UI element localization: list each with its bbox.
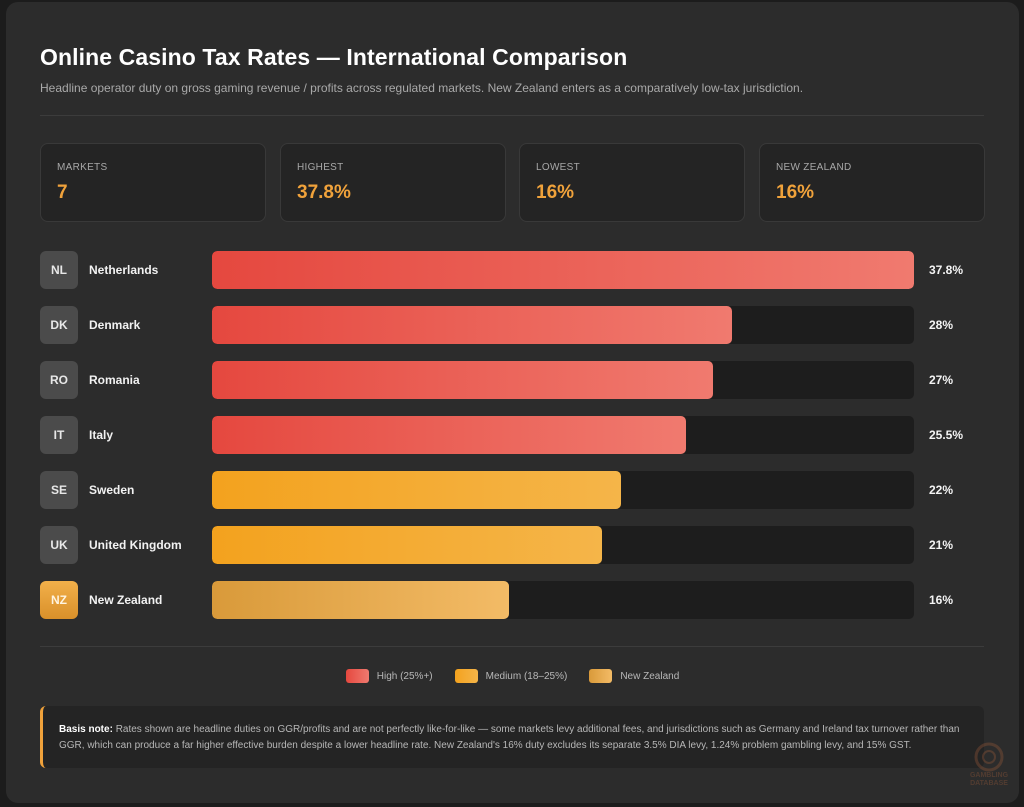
country-code-badge: RO <box>40 361 78 399</box>
bar <box>212 416 686 454</box>
bar <box>212 306 732 344</box>
stat-label: NEW ZEALAND <box>776 162 852 173</box>
bar-row: NZ New Zealand 16% <box>40 581 990 619</box>
stat-lowest: LOWEST 16% <box>519 143 745 222</box>
bar-row: IT Italy 25.5% <box>40 416 990 454</box>
basis-note-text: Rates shown are headline duties on GGR/p… <box>59 724 960 751</box>
legend-label-high: High (25%+) <box>376 670 433 682</box>
legend-divider <box>40 646 984 647</box>
country-code-badge: SE <box>40 471 78 509</box>
legend-swatch-medium <box>454 669 478 683</box>
stat-markets: MARKETS 7 <box>40 143 266 222</box>
bar <box>212 581 509 619</box>
watermark-logo: GAMBLING DATABASE <box>952 742 1024 806</box>
bar-row: SE Sweden 22% <box>40 471 990 509</box>
country-label: Sweden <box>89 483 135 497</box>
bar <box>212 526 602 564</box>
country-code-badge: NL <box>40 251 78 289</box>
bar-track <box>212 416 914 454</box>
bar-row: RO Romania 27% <box>40 361 990 399</box>
country-code-badge: UK <box>40 526 78 564</box>
bar <box>212 361 713 399</box>
bar-value-label: 37.8% <box>929 263 964 277</box>
bar-value-label: 28% <box>929 318 954 332</box>
chart-subtitle: Headline operator duty on gross gaming r… <box>40 81 804 95</box>
legend-label-medium: Medium (18–25%) <box>485 670 568 682</box>
bar-track <box>212 526 914 564</box>
country-label: United Kingdom <box>89 538 182 552</box>
stat-label: HIGHEST <box>297 162 344 173</box>
stat-value: 16% <box>776 182 815 203</box>
bar <box>212 251 914 289</box>
bar-value-label: 27% <box>929 373 954 387</box>
stat-value: 37.8% <box>297 182 351 203</box>
country-label: New Zealand <box>89 593 163 607</box>
chart-title: Online Casino Tax Rates — International … <box>40 44 628 70</box>
country-code-badge: NZ <box>40 581 78 619</box>
bar-value-label: 25.5% <box>929 428 964 442</box>
watermark-text: GAMBLING DATABASE <box>969 772 1009 787</box>
stat-value: 7 <box>57 182 68 203</box>
legend-item-nz: New Zealand <box>589 669 679 683</box>
country-label: Romania <box>89 373 140 387</box>
poker-chip-icon <box>974 742 1004 772</box>
country-label: Netherlands <box>89 263 159 277</box>
legend-item-high: High (25%+) <box>345 669 433 683</box>
bar-track <box>212 251 914 289</box>
stat-label: MARKETS <box>57 162 108 173</box>
bar-track <box>212 471 914 509</box>
bar <box>212 471 621 509</box>
bar-value-label: 16% <box>929 593 954 607</box>
bar-track <box>212 361 914 399</box>
stat-new-zealand: NEW ZEALAND 16% <box>759 143 985 222</box>
legend-item-medium: Medium (18–25%) <box>454 669 568 683</box>
country-code-badge: IT <box>40 416 78 454</box>
basis-note-label: Basis note: <box>59 724 113 735</box>
stat-value: 16% <box>536 182 575 203</box>
chart-card: Online Casino Tax Rates — International … <box>6 2 1019 803</box>
bar-value-label: 21% <box>929 538 954 552</box>
chart-legend: High (25%+) Medium (18–25%) New Zealand <box>6 669 1019 683</box>
country-label: Italy <box>89 428 114 442</box>
bar-track <box>212 306 914 344</box>
header-divider <box>40 115 984 116</box>
legend-label-nz: New Zealand <box>620 670 680 682</box>
country-code-badge: DK <box>40 306 78 344</box>
stat-label: LOWEST <box>536 162 581 173</box>
stat-highest: HIGHEST 37.8% <box>280 143 506 222</box>
country-label: Denmark <box>89 318 141 332</box>
legend-swatch-nz <box>589 669 613 683</box>
legend-swatch-high <box>345 669 369 683</box>
bar-row: NL Netherlands 37.8% <box>40 251 990 289</box>
basis-note: Basis note: Rates shown are headline dut… <box>40 706 984 768</box>
bar-track <box>212 581 914 619</box>
bar-row: DK Denmark 28% <box>40 306 990 344</box>
bar-value-label: 22% <box>929 483 954 497</box>
bar-row: UK United Kingdom 21% <box>40 526 990 564</box>
